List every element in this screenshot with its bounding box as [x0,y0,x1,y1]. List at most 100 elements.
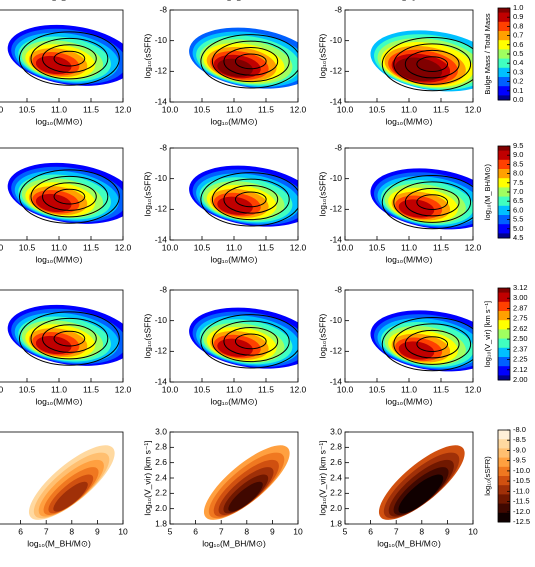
panel-frame [0,431,124,525]
panel-fill [203,445,290,520]
x-axis-label: log₁₀(M/M⊙) [385,116,432,126]
colorbar-tick-label: 0.9 [513,12,523,21]
y-tick-label: -8 [334,284,342,294]
x-tick-label: 9 [445,526,450,536]
x-tick-label: 11.0 [226,384,242,394]
colorbar-segment [498,457,510,463]
colorbar-segment [498,439,510,445]
colorbar-segment [498,215,510,221]
colorbar-segment [498,86,510,92]
contour-line [18,311,120,366]
colorbar-segment [498,196,510,202]
colorbar-tick-label: -8.0 [513,425,526,434]
colorbar-segment [498,453,510,459]
contour-line [234,191,267,208]
y-axis-label: log₁₀(sSFR) [142,314,152,359]
x-tick-label: 5 [168,526,173,536]
colorbar-segment [498,159,510,165]
column-title: z=1 [227,0,241,2]
x-axis-label: log₁₀(M/M⊙) [210,116,257,126]
colorbar-segment [498,49,510,55]
colorbar-segment [498,324,510,330]
x-tick-label: 10.0 [162,104,179,114]
contour-line [404,49,460,79]
colorbar-segment [498,434,510,440]
y-tick-label: 2.4 [330,472,342,482]
y-axis-label: log₁₀(V_vir) [km s⁻¹] [317,440,327,515]
colorbar-segment [498,443,510,449]
x-tick-label: 10.0 [337,104,354,114]
x-tick-label: 10.5 [194,104,211,114]
y-tick-label: -14 [330,96,343,106]
x-tick-label: 11.5 [83,384,99,394]
colorbar-segment [498,448,510,454]
colorbar-tick-label: 0.5 [513,49,523,58]
contour-fill [217,58,253,77]
y-axis-label: log₁₀(sSFR) [317,34,327,79]
contour-line [42,182,97,211]
x-tick-label: 12.0 [465,242,482,252]
x-tick-label: 11.0 [51,384,67,394]
colorbar-frame [497,287,511,381]
contour-line [381,316,473,372]
x-tick-label: 10.5 [19,384,36,394]
y-axis-label: log₁₀(V_vir) [km s⁻¹] [142,440,152,515]
colorbar-tick-label: 5.0 [513,224,523,233]
contour-line [211,320,290,363]
colorbar-segment [498,21,510,27]
colorbar-segment [498,146,510,152]
contour-line [200,34,298,89]
y-axis-label: log₁₀(sSFR) [317,172,327,217]
y-tick-label: -8 [159,142,167,152]
contour-fill [228,481,263,512]
colorbar-segment [498,503,510,509]
colorbar-segment [498,499,510,505]
column-title: z=2 [52,0,66,2]
colorbar-segment [498,155,510,161]
panel-fill [370,168,473,230]
colorbar-segment [498,201,510,207]
x-axis-label: log₁₀(M/M⊙) [35,116,82,126]
x-tick-label: 10.5 [369,104,386,114]
colorbar-segment [498,471,510,477]
x-tick-label: 6 [193,526,198,536]
y-tick-label: -10 [330,315,343,325]
panel-fill [7,304,123,366]
contour-line [200,314,298,369]
y-axis-label: log₁₀(sSFR) [142,34,152,79]
colorbar-segment [498,205,510,211]
y-tick-label: 2.6 [330,457,342,467]
colorbar-segment [498,67,510,73]
colorbar-segment [498,334,510,340]
x-tick-label: 8 [69,526,74,536]
y-tick-label: 2.0 [330,503,342,513]
contour-line [393,43,472,85]
x-tick-label: 11.5 [258,104,274,114]
x-axis-label: log₁₀(M/M⊙) [385,254,432,264]
colorbar-tick-label: 7.5 [513,178,523,187]
colorbar-frame [497,429,511,523]
colorbar-segment [498,12,510,18]
y-tick-label: -10 [330,35,343,45]
contour-fill [217,196,253,215]
contour-line [53,330,86,347]
x-tick-label: 12.0 [465,384,482,394]
colorbar-tick-label: 9.0 [513,150,523,159]
x-tick-label: 5 [343,526,348,536]
colorbar-segment [498,164,510,170]
panel-fill [189,165,298,227]
y-axis-label: log₁₀(sSFR) [317,314,327,359]
colorbar-tick-label: 2.87 [513,303,528,312]
colorbar-tick-label: 2.62 [513,324,528,333]
colorbar-segment [498,306,510,312]
panel-fill [370,310,473,372]
colorbar-segment [498,292,510,298]
panel-fill [7,24,123,86]
colorbar-segment [498,81,510,87]
colorbar-segment [498,343,510,349]
colorbar-segment [498,430,510,436]
colorbar-tick-label: 0.3 [513,67,523,76]
y-tick-label: -10 [330,173,343,183]
colorbar-segment [498,508,510,514]
x-tick-label: 9 [270,526,275,536]
